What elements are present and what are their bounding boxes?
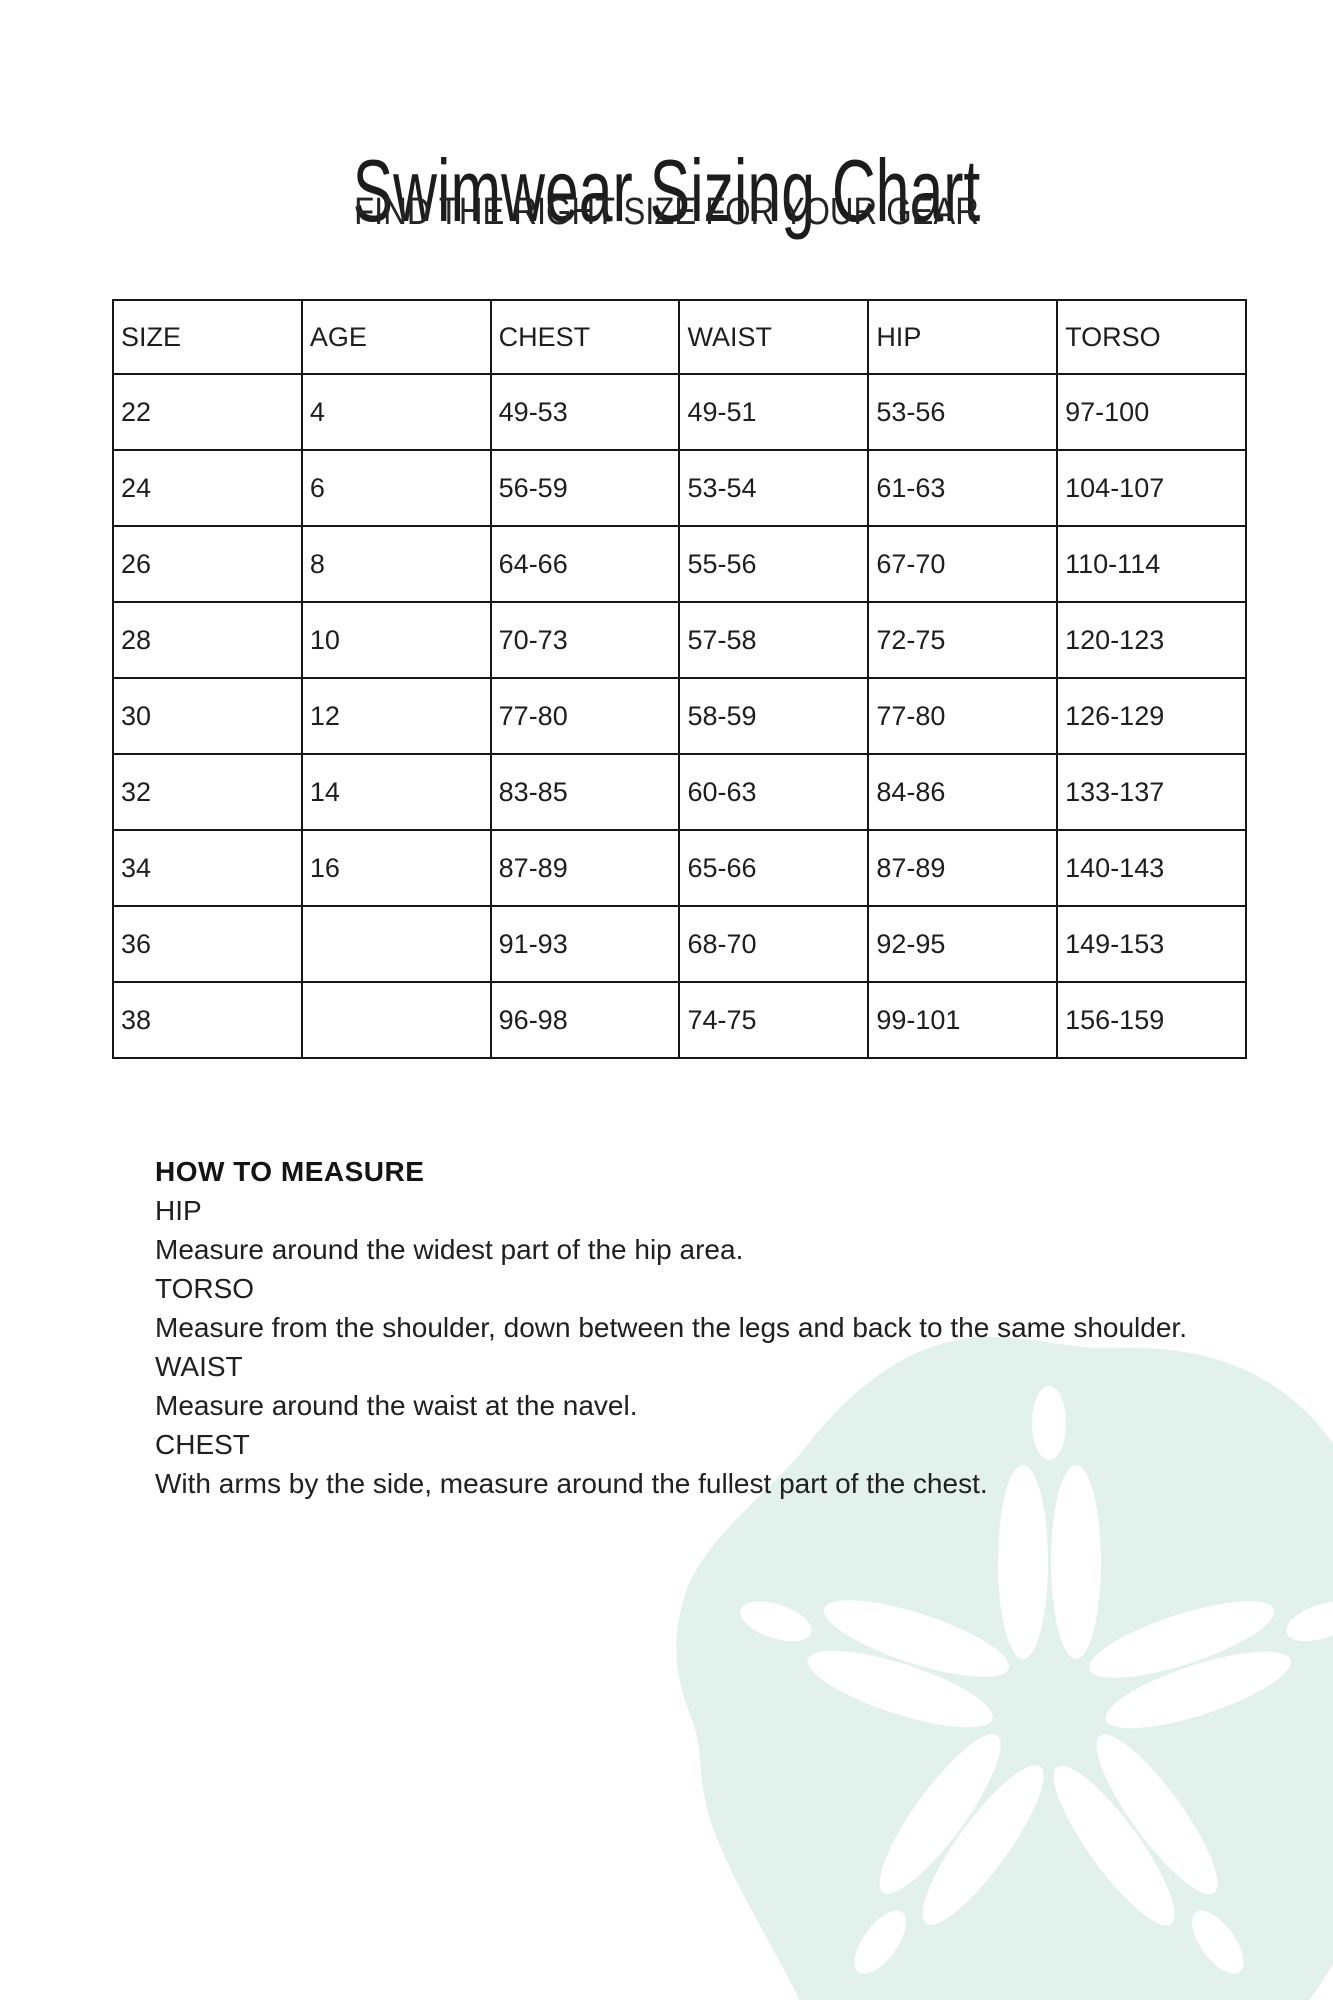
table-cell: 16	[300, 829, 492, 907]
table-cell: 53-54	[678, 449, 870, 527]
table-row: 38 96-98 74-75 99-101 156-159	[112, 981, 1247, 1059]
table-cell: 77-80	[867, 677, 1059, 755]
table-cell: 64-66	[489, 525, 681, 603]
table-cell: 120-123	[1056, 601, 1247, 679]
table-cell: 67-70	[867, 525, 1059, 603]
table-row: 30 12 77-80 58-59 77-80 126-129	[112, 677, 1247, 755]
table-cell: 110-114	[1056, 525, 1247, 603]
table-cell: 92-95	[867, 905, 1059, 983]
sand-dollar-petals	[740, 1386, 1333, 1974]
table-cell: 126-129	[1056, 677, 1247, 755]
table-cell: 97-100	[1056, 373, 1247, 451]
table-row: 36 91-93 68-70 92-95 149-153	[112, 905, 1247, 983]
table-cell: 74-75	[678, 981, 870, 1059]
table-cell: 30	[112, 677, 303, 755]
table-cell: 77-80	[489, 677, 681, 755]
table-cell: 56-59	[489, 449, 681, 527]
how-to-measure-heading: HOW TO MEASURE	[155, 1156, 425, 1187]
measure-label-torso: TORSO	[155, 1273, 255, 1304]
table-cell: 57-58	[678, 601, 870, 679]
table-cell: 49-53	[489, 373, 681, 451]
table-cell: 36	[112, 905, 303, 983]
table-cell: 104-107	[1056, 449, 1247, 527]
table-cell: 6	[300, 449, 492, 527]
table-cell: 28	[112, 601, 303, 679]
column-header-waist: WAIST	[678, 299, 870, 375]
measure-label-chest: CHEST	[155, 1429, 250, 1460]
table-row: 34 16 87-89 65-66 87-89 140-143	[112, 829, 1247, 907]
table-row: 32 14 83-85 60-63 84-86 133-137	[112, 753, 1247, 831]
column-header-age: AGE	[300, 299, 492, 375]
table-cell: 96-98	[489, 981, 681, 1059]
table-cell: 83-85	[489, 753, 681, 831]
table-cell: 87-89	[489, 829, 681, 907]
page-subtitle: FIND THE RIGHT SIZE FOR YOUR GEAR	[354, 191, 979, 233]
sizing-table: SIZE AGE CHEST WAIST HIP TORSO 22 4 49-5…	[112, 299, 1247, 1059]
table-cell: 38	[112, 981, 303, 1059]
page-title: Swimwear Sizing Chart	[352, 140, 981, 240]
measure-label-waist: WAIST	[155, 1351, 243, 1382]
table-row: 28 10 70-73 57-58 72-75 120-123	[112, 601, 1247, 679]
measure-instruction-chest: With arms by the side, measure around th…	[155, 1468, 988, 1499]
table-cell: 24	[112, 449, 303, 527]
measure-instruction-torso: Measure from the shoulder, down between …	[155, 1312, 1187, 1343]
table-cell: 34	[112, 829, 303, 907]
how-to-measure-section: HOW TO MEASURE HIP Measure around the wi…	[155, 1152, 1187, 1503]
table-cell	[300, 981, 492, 1059]
table-cell: 91-93	[489, 905, 681, 983]
table-cell: 55-56	[678, 525, 870, 603]
table-cell: 14	[300, 753, 492, 831]
table-cell: 68-70	[678, 905, 870, 983]
table-cell	[300, 905, 492, 983]
table-cell: 72-75	[867, 601, 1059, 679]
table-cell: 26	[112, 525, 303, 603]
table-cell: 49-51	[678, 373, 870, 451]
column-header-size: SIZE	[112, 299, 303, 375]
table-cell: 87-89	[867, 829, 1059, 907]
table-cell: 10	[300, 601, 492, 679]
column-header-chest: CHEST	[489, 299, 681, 375]
table-cell: 53-56	[867, 373, 1059, 451]
measure-instruction-waist: Measure around the waist at the navel.	[155, 1390, 638, 1421]
table-cell: 8	[300, 525, 492, 603]
table-cell: 84-86	[867, 753, 1059, 831]
table-row: 22 4 49-53 49-51 53-56 97-100	[112, 373, 1247, 451]
column-header-torso: TORSO	[1056, 299, 1247, 375]
measure-instruction-hip: Measure around the widest part of the hi…	[155, 1234, 744, 1265]
table-cell: 156-159	[1056, 981, 1247, 1059]
table-cell: 61-63	[867, 449, 1059, 527]
table-cell: 65-66	[678, 829, 870, 907]
table-cell: 133-137	[1056, 753, 1247, 831]
measure-label-hip: HIP	[155, 1195, 202, 1226]
table-row: 26 8 64-66 55-56 67-70 110-114	[112, 525, 1247, 603]
table-cell: 58-59	[678, 677, 870, 755]
table-cell: 99-101	[867, 981, 1059, 1059]
table-cell: 70-73	[489, 601, 681, 679]
table-cell: 60-63	[678, 753, 870, 831]
table-cell: 140-143	[1056, 829, 1247, 907]
table-cell: 12	[300, 677, 492, 755]
table-row: 24 6 56-59 53-54 61-63 104-107	[112, 449, 1247, 527]
table-header-row: SIZE AGE CHEST WAIST HIP TORSO	[112, 299, 1247, 375]
column-header-hip: HIP	[867, 299, 1059, 375]
table-cell: 32	[112, 753, 303, 831]
table-cell: 4	[300, 373, 492, 451]
table-cell: 149-153	[1056, 905, 1247, 983]
table-cell: 22	[112, 373, 303, 451]
